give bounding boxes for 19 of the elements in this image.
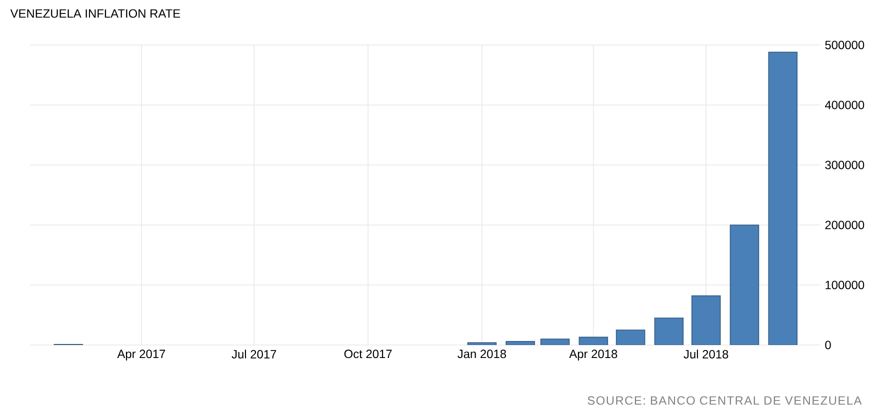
x-tick-label: Apr 2017 — [117, 350, 166, 361]
y-tick-label: 0 — [825, 340, 831, 350]
y-tick-label: 500000 — [825, 40, 864, 50]
y-tick-label: 200000 — [825, 220, 864, 230]
x-tick-label: Jul 2017 — [232, 350, 276, 358]
x-tick-label: Apr 2018 — [569, 350, 618, 361]
bar — [616, 330, 646, 345]
x-tick-label: Jul 2018 — [684, 350, 728, 358]
source-note: SOURCE: BANCO CENTRAL DE VENEZUELA — [588, 396, 862, 405]
bar — [654, 318, 684, 345]
y-tick-label: 100000 — [826, 280, 864, 290]
x-tick-label: Oct 2017 — [344, 350, 392, 358]
bar — [691, 295, 721, 345]
bar — [730, 224, 760, 345]
y-tick-label: 300000 — [825, 160, 864, 170]
chart-title: VENEZUELA INFLATION RATE — [10, 9, 180, 18]
bar — [768, 52, 798, 345]
x-tick-label: Jan 2018 — [458, 350, 506, 358]
y-tick-label: 400000 — [824, 100, 864, 110]
